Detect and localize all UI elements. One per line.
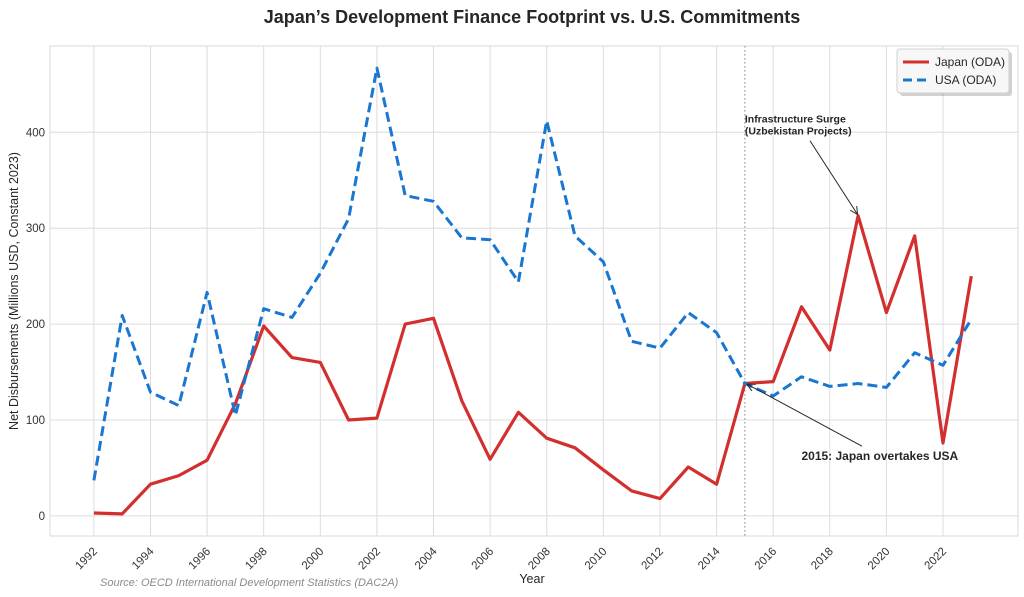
x-tick-label: 2018 <box>809 546 836 573</box>
x-tick-label: 2002 <box>356 546 383 573</box>
y-tick-label: 0 <box>39 511 45 523</box>
x-tick-label: 1998 <box>243 546 270 573</box>
legend-label-japan: Japan (ODA) <box>935 55 1005 69</box>
x-tick-label: 2010 <box>583 546 610 573</box>
y-tick-labels: 0 100 200 300 400 <box>26 127 45 523</box>
source-note: Source: OECD International Development S… <box>100 577 399 589</box>
x-tick-label: 2012 <box>639 546 666 573</box>
annotation-arrow <box>809 140 857 214</box>
x-tick-label: 2004 <box>413 545 440 572</box>
x-tick-label: 2016 <box>753 546 780 573</box>
series-line-japan <box>93 214 973 516</box>
x-tick-label: 2020 <box>866 546 893 573</box>
annotation-japan-overtakes: 2015: Japan overtakes USA <box>801 449 958 463</box>
x-axis-label: Year <box>519 572 544 586</box>
x-tick-label: 2000 <box>300 546 327 573</box>
chart-title: Japan’s Development Finance Footprint vs… <box>264 7 800 27</box>
annotation-infrastructure-surge: Infrastructure Surge <box>745 114 846 126</box>
annotation-arrow <box>748 385 863 447</box>
x-tick-label: 2022 <box>923 546 950 573</box>
annotation-infrastructure-surge: (Uzbekistan Projects) <box>745 126 852 138</box>
x-tick-labels: 1992 1994 1996 1998 2000 2002 2004 2006 2008 2010… <box>73 545 949 572</box>
x-tick-label: 1994 <box>130 545 157 572</box>
y-tick-label: 200 <box>26 319 45 331</box>
series-line-usa <box>92 66 973 481</box>
y-axis-label: Net Disbursements (Millions USD, Constan… <box>7 152 21 430</box>
annotations: Infrastructure Surge(Uzbekistan Projects… <box>745 114 959 464</box>
y-tick-label: 400 <box>26 127 45 139</box>
x-tick-label: 2014 <box>696 545 723 572</box>
legend: Japan (ODA) USA (ODA) <box>896 48 1012 96</box>
y-tick-label: 300 <box>26 223 45 235</box>
x-tick-label: 2008 <box>526 546 553 573</box>
x-tick-label: 2006 <box>470 546 497 573</box>
legend-box <box>896 48 1010 94</box>
x-tick-label: 1992 <box>73 546 100 573</box>
y-tick-label: 100 <box>26 415 45 427</box>
series-group <box>92 66 973 516</box>
x-tick-label: 1996 <box>187 546 214 573</box>
legend-label-usa: USA (ODA) <box>935 73 996 87</box>
